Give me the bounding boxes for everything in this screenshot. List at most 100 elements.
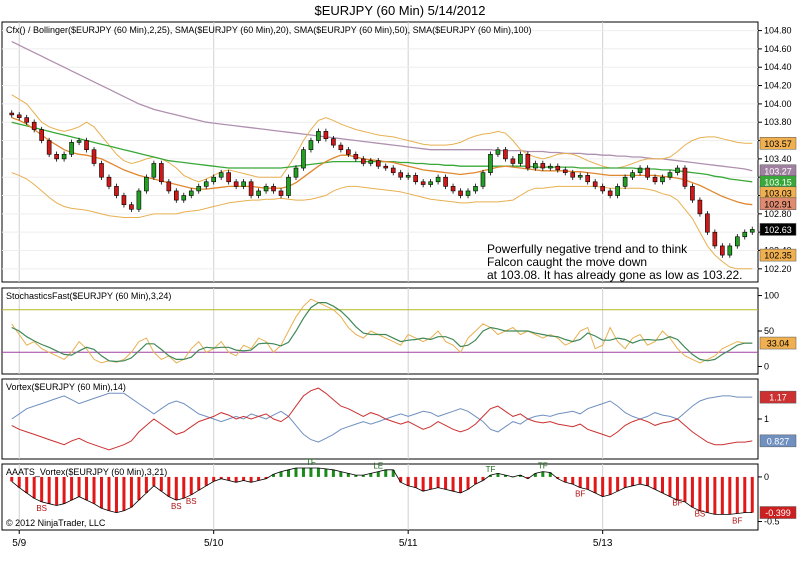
y-tick-label: 104.80	[764, 26, 792, 36]
candle-body	[630, 172, 635, 178]
histogram-bar	[728, 476, 732, 515]
signal-marker: BF	[672, 499, 682, 508]
candle-body	[301, 149, 306, 169]
histogram-bar	[488, 475, 492, 477]
candle-body	[660, 176, 665, 183]
bollinger-lower-line	[11, 172, 753, 270]
histogram-bar	[533, 473, 537, 477]
histogram-bar	[713, 476, 717, 515]
candle-body	[293, 167, 299, 178]
candle-body	[360, 158, 366, 164]
histogram-bar	[406, 476, 410, 486]
histogram-bar	[593, 476, 597, 493]
histogram-bar	[100, 476, 103, 509]
histogram-bar	[227, 476, 231, 481]
histogram-bar	[92, 476, 96, 504]
histogram-bar	[17, 476, 21, 488]
x-tick-label: 5/9	[12, 538, 26, 549]
candle-body	[159, 163, 164, 183]
histogram-outline	[11, 467, 753, 515]
y-tick-label: 102.20	[764, 264, 792, 274]
histogram-bar	[384, 469, 388, 477]
histogram-bar	[429, 476, 433, 490]
y-tick-label: 1	[764, 414, 769, 424]
candle-body	[697, 199, 703, 215]
last-value-text: 102.91	[764, 199, 792, 209]
candle-body	[675, 167, 680, 173]
candle-body	[428, 181, 433, 185]
candle-body	[712, 231, 718, 247]
signal-marker: LE	[373, 462, 383, 471]
candle-body	[99, 163, 104, 178]
histogram-bar	[750, 476, 754, 513]
candle-body	[592, 181, 598, 187]
candle-body	[570, 172, 576, 178]
histogram-bar	[563, 476, 567, 483]
bollinger-upper-line	[11, 94, 753, 183]
x-tick-label: 5/11	[399, 538, 418, 549]
candle-body	[450, 186, 456, 192]
signal-marker: BS	[186, 497, 197, 506]
histogram-bar	[616, 476, 620, 492]
histogram-bar	[32, 476, 36, 499]
histogram-bar	[234, 476, 238, 483]
histogram-bar	[107, 476, 111, 511]
signal-marker: BS	[171, 502, 182, 511]
signal-marker: BF	[575, 490, 585, 499]
candle-body	[510, 158, 516, 164]
candle-body	[353, 153, 359, 160]
last-value-badge	[759, 223, 797, 236]
histogram-bar	[578, 476, 582, 488]
histogram-bar	[62, 476, 66, 504]
histogram-bar	[137, 476, 141, 501]
histogram-bar	[279, 471, 283, 477]
y-tick-label: -0.5	[764, 517, 780, 527]
histogram-bar	[369, 473, 373, 477]
candle-body	[338, 144, 344, 151]
candle-body	[188, 190, 194, 196]
pane-frame-2	[1, 378, 759, 460]
histogram-bar	[159, 476, 163, 492]
histogram-bar	[675, 476, 679, 501]
candle-body	[405, 175, 411, 178]
pane-label-2: Vortex($EURJPY (60 Min),14)	[6, 382, 126, 392]
last-value-badge	[759, 248, 797, 262]
candle-body	[61, 153, 67, 160]
histogram-bar	[294, 468, 298, 477]
candle-body	[248, 181, 254, 196]
candle-body	[622, 176, 628, 187]
candle-body	[435, 176, 441, 183]
candle-body	[480, 172, 486, 187]
histogram-bar	[548, 472, 552, 477]
pane-label-0: Cfx() / Bollinger($EURJPY (60 Min),2,25)…	[6, 25, 532, 35]
histogram-bar	[70, 476, 74, 501]
candle-body	[488, 153, 493, 173]
histogram-bar	[466, 476, 470, 490]
histogram-bar	[339, 471, 343, 477]
histogram-bar	[316, 468, 320, 477]
candle-body	[690, 186, 695, 201]
signal-marker: BF	[732, 516, 742, 525]
histogram-bar	[301, 468, 305, 477]
histogram-bar	[661, 476, 664, 493]
histogram-bar	[503, 475, 507, 477]
histogram-bar	[346, 473, 350, 477]
histogram-bar	[391, 469, 395, 477]
histogram-bar	[421, 476, 425, 492]
last-value-text: -0.399	[765, 508, 791, 518]
histogram-bar	[631, 476, 635, 486]
stoch-k-line	[11, 298, 753, 364]
histogram-bar	[474, 476, 477, 485]
candle-body	[233, 181, 239, 187]
candle-body	[577, 175, 583, 178]
candle-body	[24, 117, 30, 123]
candle-body	[263, 186, 269, 192]
candle-body	[76, 140, 82, 143]
candle-body	[375, 160, 381, 167]
histogram-bar	[556, 476, 560, 479]
candle-body	[271, 186, 276, 192]
candle-body	[316, 131, 321, 141]
last-value-text: 103.03	[764, 188, 792, 198]
candle-body	[645, 167, 650, 178]
